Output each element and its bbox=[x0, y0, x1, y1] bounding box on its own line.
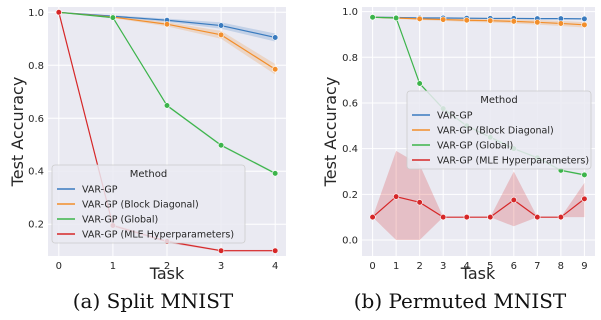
legend-label: VAR-GP bbox=[82, 185, 118, 196]
point-var-gp-block-diagonal bbox=[581, 21, 588, 28]
point-var-gp-mle-hyperparameters bbox=[393, 193, 400, 200]
legend-label: VAR-GP (MLE Hyperparameters) bbox=[82, 230, 234, 241]
lines-split-mnist bbox=[55, 9, 279, 254]
x-tick-label: 4 bbox=[272, 261, 278, 272]
x-tick-label: 8 bbox=[558, 261, 564, 272]
ticks-split-mnist: 0 1 2 3 4 0.2 0.4 0.6 0.8 1.0 bbox=[28, 8, 278, 272]
caption-permuted-mnist: (b) Permuted MNIST bbox=[354, 289, 567, 313]
y-axis-label-split-mnist: Test Accuracy bbox=[8, 77, 27, 188]
line-var-gp bbox=[372, 16, 585, 20]
legend-label: VAR-GP (Global) bbox=[437, 141, 513, 152]
point-var-gp-block-diagonal bbox=[463, 17, 470, 24]
legend-title-permuted-mnist: Method bbox=[480, 95, 518, 106]
y-tick-label: 0.8 bbox=[28, 61, 44, 72]
point-var-gp-mle-hyperparameters bbox=[463, 214, 470, 221]
line-var-gp-mle-hyperparameters bbox=[372, 195, 585, 218]
y-tick-label: 0.6 bbox=[28, 114, 44, 125]
point-var-gp-global bbox=[393, 14, 400, 22]
point-var-gp-block-diagonal bbox=[440, 16, 447, 23]
point-var-gp-mle-hyperparameters bbox=[369, 214, 376, 221]
point-var-gp-global bbox=[272, 170, 279, 177]
y-tick-label: 0.6 bbox=[342, 98, 358, 109]
y-tick-label: 1.0 bbox=[342, 7, 358, 18]
x-tick-label: 2 bbox=[164, 261, 170, 272]
legend-permuted-mnist: Method VAR-GP VAR-GP (Block Diagonal) VAR-… bbox=[406, 90, 592, 170]
x-tick-label: 1 bbox=[110, 261, 116, 272]
x-tick-label: 2 bbox=[416, 261, 422, 272]
x-tick-label: 1 bbox=[393, 261, 399, 272]
point-var-gp-block-diagonal bbox=[416, 15, 423, 22]
legend-title-split-mnist: Method bbox=[130, 169, 168, 180]
y-tick-label: 0.2 bbox=[342, 190, 358, 201]
point-var-gp bbox=[581, 15, 588, 22]
point-var-gp-global bbox=[369, 14, 376, 21]
caption-split-mnist: (a) Split MNIST bbox=[73, 289, 234, 313]
point-var-gp-global bbox=[416, 80, 423, 87]
point-var-gp-mle-hyperparameters bbox=[557, 214, 564, 221]
point-var-gp-block-diagonal bbox=[217, 31, 225, 38]
point-var-gp-mle-hyperparameters bbox=[510, 196, 517, 204]
x-tick-label: 9 bbox=[581, 261, 587, 272]
point-var-gp bbox=[217, 22, 225, 29]
point-var-gp-mle-hyperparameters bbox=[272, 247, 279, 254]
point-var-gp-global bbox=[109, 14, 117, 21]
point-var-gp-mle-hyperparameters bbox=[581, 195, 588, 202]
panel-permuted-mnist: 0 1 2 3 4 5 6 7 8 9 0.0 0.2 0.4 0.6 0.8 1.0 Test Accura… bbox=[321, 7, 595, 313]
legend-split-mnist: Method VAR-GP VAR-GP (Block Diagonal) VAR-… bbox=[51, 164, 246, 244]
line-var-gp-block-diagonal bbox=[372, 16, 585, 26]
band-var-gp-mle-hyperparameters bbox=[372, 150, 585, 241]
legend-label: VAR-GP (MLE Hyperparameters) bbox=[437, 156, 589, 167]
x-axis-label-permuted-mnist: Task bbox=[460, 264, 496, 283]
y-tick-label: 0.2 bbox=[28, 220, 44, 231]
point-var-gp bbox=[272, 34, 279, 41]
y-axis-label-permuted-mnist: Test Accuracy bbox=[321, 77, 340, 188]
point-var-gp-global bbox=[581, 171, 588, 179]
legend-box-permuted-mnist bbox=[406, 90, 592, 170]
legend-label: VAR-GP (Global) bbox=[82, 215, 158, 226]
point-var-gp-mle-hyperparameters bbox=[487, 214, 494, 221]
legend-label: VAR-GP (Block Diagonal) bbox=[437, 126, 554, 137]
point-var-gp-mle-hyperparameters bbox=[416, 199, 423, 206]
point-var-gp-block-diagonal bbox=[534, 19, 541, 26]
y-tick-label: 0.4 bbox=[28, 167, 44, 178]
point-var-gp-mle-hyperparameters bbox=[55, 9, 62, 16]
legend-label: VAR-GP bbox=[437, 111, 473, 122]
point-var-gp-block-diagonal bbox=[487, 17, 494, 24]
y-tick-label: 0.0 bbox=[342, 236, 358, 247]
legend-label: VAR-GP (Block Diagonal) bbox=[82, 200, 199, 211]
y-tick-label: 0.8 bbox=[342, 53, 358, 64]
x-tick-label: 0 bbox=[369, 261, 375, 272]
point-var-gp-mle-hyperparameters bbox=[217, 247, 225, 254]
y-tick-label: 0.4 bbox=[342, 144, 358, 155]
point-var-gp-mle-hyperparameters bbox=[534, 214, 541, 221]
x-axis-label-split-mnist: Task bbox=[149, 264, 185, 283]
point-var-gp-global bbox=[217, 142, 225, 149]
band-var-gp bbox=[58, 12, 276, 42]
point-var-gp-block-diagonal bbox=[163, 21, 171, 28]
point-var-gp-block-diagonal bbox=[557, 20, 564, 27]
panel-split-mnist: 0 1 2 3 40.20.40.60.81.0 Test Accuracy Task … bbox=[8, 7, 286, 313]
x-tick-label: 5 bbox=[487, 261, 493, 272]
point-var-gp-block-diagonal bbox=[510, 18, 517, 25]
x-tick-label: 4 bbox=[464, 261, 470, 272]
x-tick-label: 3 bbox=[440, 261, 446, 272]
point-var-gp-block-diagonal bbox=[272, 66, 279, 73]
legend-box-split-mnist bbox=[51, 164, 246, 244]
x-tick-label: 7 bbox=[534, 261, 540, 272]
point-var-gp-mle-hyperparameters bbox=[440, 214, 447, 221]
point-var-gp-global bbox=[163, 102, 171, 109]
x-tick-label: 0 bbox=[56, 261, 62, 272]
ticks-permuted-mnist: 0 1 2 3 4 5 6 7 8 9 0.0 0.2 0.4 0.6 0.8 1.0 bbox=[342, 7, 588, 272]
x-tick-label: 6 bbox=[511, 261, 517, 272]
x-tick-label: 3 bbox=[218, 261, 224, 272]
y-tick-label: 1.0 bbox=[28, 8, 44, 19]
